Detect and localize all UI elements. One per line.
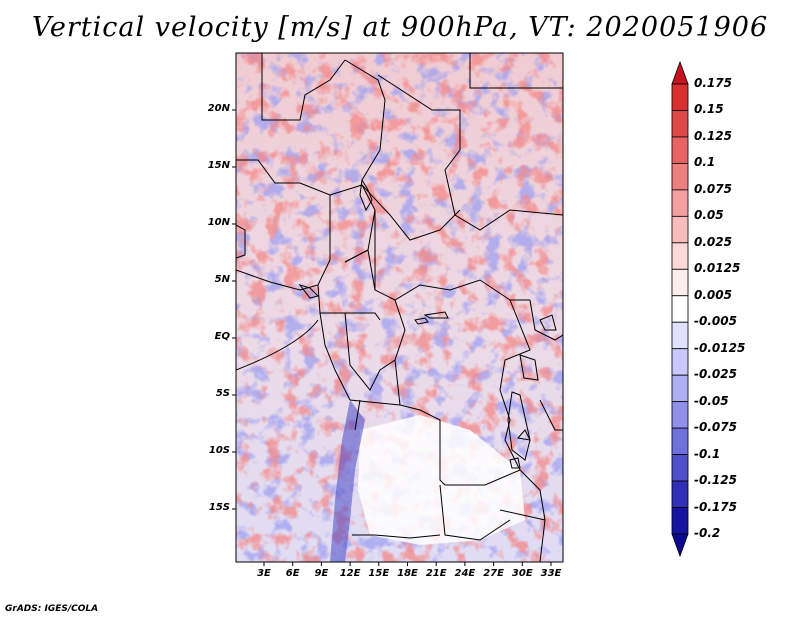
lat-label: 20N [207, 103, 230, 114]
lat-label: 15S [208, 502, 230, 513]
map-frame [235, 52, 564, 563]
colorbar-segment [671, 480, 689, 508]
colorbar-segment [671, 533, 689, 558]
lon-label: 18E [397, 568, 418, 579]
lat-label: 5S [215, 388, 230, 399]
lat-label: 15N [207, 160, 230, 171]
lon-ticks [263, 562, 552, 566]
credit-text: GrADS: IGES/COLA [5, 604, 99, 614]
colorbar-segment [671, 427, 689, 455]
colorbar-label: -0.025 [694, 367, 737, 382]
colorbar-segment [671, 242, 689, 270]
colorbar-label: -0.05 [694, 393, 729, 408]
colorbar-label: -0.2 [694, 526, 721, 540]
colorbar-segment [671, 189, 689, 217]
colorbar [671, 60, 689, 558]
lon-label: 15E [368, 568, 390, 579]
colorbar-segment [671, 163, 689, 191]
colorbar-label: 0.0125 [694, 261, 741, 276]
colorbar-label: 0.05 [694, 208, 724, 223]
lon-label: 27E [483, 568, 504, 579]
velocity-field [236, 53, 563, 562]
colorbar-label: -0.0125 [694, 340, 746, 355]
colorbar-segment [671, 60, 689, 85]
boundaries [236, 53, 563, 562]
colorbar-segment [671, 110, 689, 138]
colorbar-label: -0.1 [694, 446, 721, 461]
colorbar-segment [671, 268, 689, 297]
colorbar-segment [671, 374, 689, 403]
colorbar-label: 0.075 [694, 181, 732, 196]
colorbar-segment [671, 295, 689, 323]
colorbar-segment [671, 83, 689, 111]
lat-label: 10N [207, 217, 230, 228]
colorbar-label: -0.075 [694, 420, 737, 435]
colorbar-segment [671, 401, 689, 429]
lon-label: 6E [285, 568, 300, 579]
colorbar-label: -0.125 [694, 473, 737, 488]
lon-label: 9E [314, 568, 329, 579]
colorbar-label: 0.15 [694, 102, 724, 117]
colorbar-label: -0.175 [694, 499, 737, 514]
colorbar-label: 0.005 [694, 287, 732, 302]
colorbar-segment [671, 507, 689, 535]
lat-ticks [232, 109, 236, 510]
colorbar-segment [671, 321, 689, 350]
lat-label: 10S [208, 445, 230, 456]
colorbar-segment [671, 348, 689, 376]
lon-label: 3E [257, 568, 271, 579]
colorbar-segment [671, 136, 689, 164]
colorbar-segment [671, 215, 689, 244]
colorbar-label: -0.005 [694, 314, 737, 329]
lon-label: 30E [511, 568, 533, 579]
lon-label: 33E [540, 568, 562, 579]
colorbar-label: 0.125 [694, 128, 732, 143]
colorbar-label: 0.1 [694, 155, 716, 170]
lat-label: EQ [214, 331, 230, 342]
colorbar-segment [671, 454, 689, 482]
colorbar-label: 0.175 [694, 76, 732, 90]
chart-title: Vertical velocity [m/s] at 900hPa, VT: 2… [31, 12, 769, 43]
lat-label: 5N [214, 274, 230, 285]
lon-label: 12E [339, 568, 361, 579]
lon-label: 24E [454, 568, 476, 579]
lon-label: 21E [425, 568, 447, 579]
colorbar-label: 0.025 [694, 234, 732, 249]
